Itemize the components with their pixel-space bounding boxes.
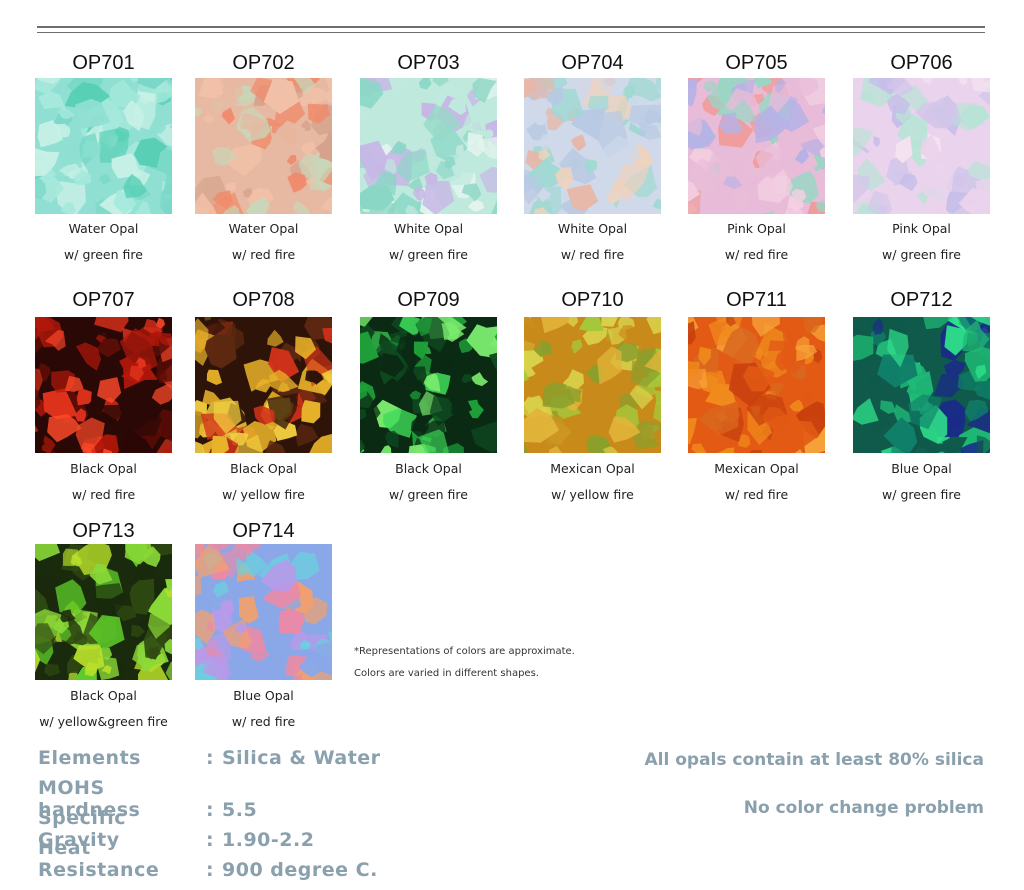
swatch-name: Black Opal xyxy=(230,461,297,476)
swatch-name: Blue Opal xyxy=(233,688,294,703)
swatch-name: Water Opal xyxy=(68,221,139,236)
spec-key: Elements xyxy=(38,747,141,769)
swatch-fire: w/ green fire xyxy=(882,247,961,262)
swatch-name: Black Opal xyxy=(70,688,137,703)
spec-sep: : xyxy=(206,829,215,851)
swatch-code: OP703 xyxy=(397,52,460,74)
spec-sep: : xyxy=(206,859,215,881)
swatch-code: OP713 xyxy=(72,520,135,542)
swatch-name: White Opal xyxy=(393,221,464,236)
swatch-fire: w/ red fire xyxy=(560,247,625,262)
swatch-code: OP701 xyxy=(72,52,135,74)
opal-swatch-image xyxy=(35,317,172,453)
swatch-fire: w/ red fire xyxy=(724,487,789,502)
swatch-name: Mexican Opal xyxy=(550,461,635,476)
spec-sep: : xyxy=(206,799,215,821)
top-rule xyxy=(37,26,985,28)
opal-swatch-image xyxy=(360,78,497,214)
opal-swatch-image xyxy=(853,78,990,214)
swatch-name: Pink Opal xyxy=(727,221,786,236)
claim-silica-content: All opals contain at least 80% silica xyxy=(644,750,985,770)
spec-value: Silica & Water xyxy=(222,747,381,769)
spec-row-heat-resistance: Heat Resistance:900 degree C. xyxy=(38,837,378,881)
spec-key: Heat Resistance xyxy=(38,837,160,881)
spec-value: 900 degree C. xyxy=(222,859,378,881)
swatch-name: Black Opal xyxy=(70,461,137,476)
swatch-name: White Opal xyxy=(557,221,628,236)
swatch-name: Mexican Opal xyxy=(714,461,799,476)
spec-sep: : xyxy=(206,747,215,769)
opal-swatch-image xyxy=(360,317,497,453)
note-colors-approximate: *Representations of colors are approxima… xyxy=(354,646,575,657)
spec-value: 5.5 xyxy=(222,799,258,821)
swatch-code: OP710 xyxy=(561,289,624,311)
opal-swatch-image xyxy=(35,78,172,214)
swatch-fire: w/ green fire xyxy=(882,487,961,502)
swatch-code: OP702 xyxy=(232,52,295,74)
swatch-fire: w/ green fire xyxy=(389,247,468,262)
swatch-fire: w/ red fire xyxy=(71,487,136,502)
spec-row-elements: Elements: Silica & Water xyxy=(38,747,381,769)
opal-swatch-image xyxy=(195,78,332,214)
opal-swatch-image xyxy=(195,317,332,453)
spec-key: Specific Gravity xyxy=(38,807,126,851)
claim-no-color-change: No color change problem xyxy=(743,798,984,818)
swatch-code: OP711 xyxy=(726,289,787,311)
opal-swatch-image xyxy=(688,317,825,453)
opal-swatch-image xyxy=(524,317,661,453)
swatch-code: OP712 xyxy=(890,289,953,311)
opal-swatch-image xyxy=(688,78,825,214)
swatch-fire: w/ red fire xyxy=(231,247,296,262)
opal-swatch-image xyxy=(35,544,172,680)
top-rule-thin xyxy=(37,32,985,33)
swatch-fire: w/ green fire xyxy=(389,487,468,502)
swatch-code: OP708 xyxy=(232,289,295,311)
swatch-fire: w/ yellow fire xyxy=(222,487,305,502)
opal-swatch-image xyxy=(853,317,990,453)
swatch-code: OP706 xyxy=(890,52,953,74)
opal-swatch-image xyxy=(524,78,661,214)
swatch-code: OP705 xyxy=(725,52,788,74)
swatch-name: Pink Opal xyxy=(892,221,951,236)
spec-row-specific-gravity: Specific Gravity:1.90-2.2 xyxy=(38,807,314,851)
note-colors-varied: Colors are varied in different shapes. xyxy=(354,668,539,679)
swatch-code: OP704 xyxy=(561,52,624,74)
opal-swatch-image xyxy=(195,544,332,680)
swatch-code: OP709 xyxy=(397,289,460,311)
swatch-fire: w/ green fire xyxy=(64,247,143,262)
swatch-name: Water Opal xyxy=(228,221,299,236)
swatch-fire: w/ yellow&green fire xyxy=(39,714,168,729)
swatch-fire: w/ red fire xyxy=(231,714,296,729)
spec-row-mohs-hardness: MOHS hardness:5.5 xyxy=(38,777,257,821)
swatch-code: OP714 xyxy=(232,520,295,542)
swatch-fire: w/ red fire xyxy=(724,247,789,262)
spec-value: 1.90-2.2 xyxy=(222,829,315,851)
spec-key: MOHS hardness xyxy=(38,777,141,821)
swatch-code: OP707 xyxy=(72,289,135,311)
swatch-name: Black Opal xyxy=(395,461,462,476)
swatch-name: Blue Opal xyxy=(891,461,952,476)
swatch-fire: w/ yellow fire xyxy=(551,487,634,502)
